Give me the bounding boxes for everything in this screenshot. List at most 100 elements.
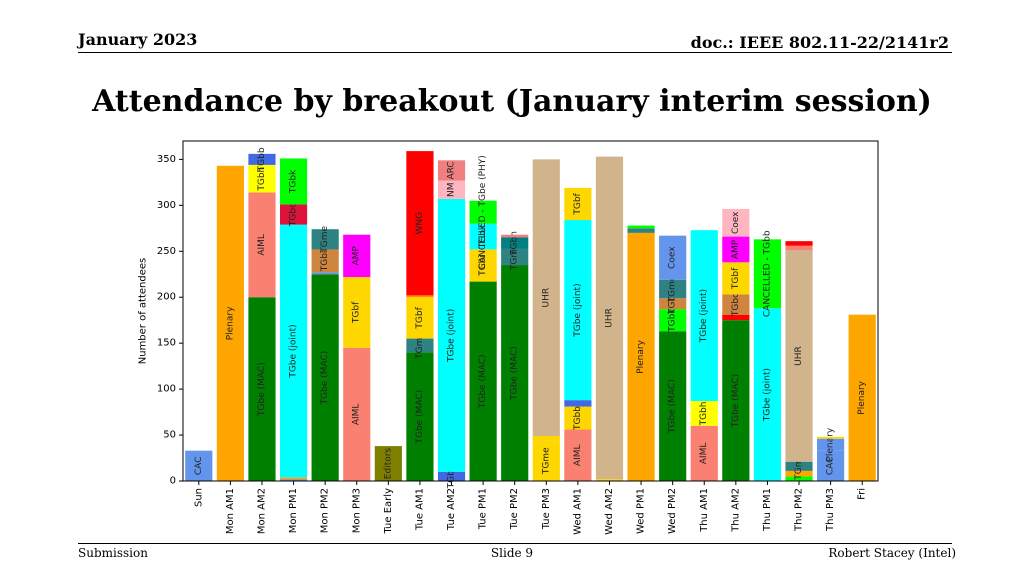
segment-label: AIML <box>352 404 362 426</box>
bar-segment <box>659 309 687 332</box>
segment-label: TGbc <box>289 203 299 227</box>
bar-segment <box>659 298 687 310</box>
segment-label: TGbh <box>257 167 267 192</box>
bar-segment <box>501 248 529 266</box>
segment-label: UHR <box>794 346 804 366</box>
segment-label: TGme <box>320 225 330 253</box>
x-tick-label: Thu PM3 <box>825 488 836 532</box>
segment-label: TGbe (joint) <box>289 324 299 378</box>
segment-label: Plenary <box>225 306 235 340</box>
y-axis-label: Number of attendees <box>138 258 149 365</box>
bar-segment <box>532 435 560 441</box>
segment-label: TGbi <box>668 293 678 315</box>
bar-segment <box>659 235 687 280</box>
y-tick-label: 150 <box>157 338 176 349</box>
segment-label: TGme <box>510 243 520 271</box>
bar-segment <box>406 297 434 339</box>
bar-segment <box>279 477 308 480</box>
segment-label: TGbe (MAC) <box>478 354 488 409</box>
x-tick-label: Tue AM1 <box>414 488 425 531</box>
bar-segment <box>753 239 782 309</box>
bar-segment <box>216 165 244 481</box>
bar-segment <box>785 470 813 477</box>
segment-label: CANCELLED - TGbe (PHY) <box>478 155 488 269</box>
bar-segment <box>785 461 813 471</box>
segment-label: TGme <box>794 452 804 480</box>
segment-label: UHR <box>541 288 551 308</box>
bar-segment <box>311 249 339 273</box>
x-tick-label: Tue AM2 <box>446 488 457 531</box>
segment-label: TGbk <box>478 224 488 249</box>
bar-segment <box>564 220 592 401</box>
bar-segment <box>311 229 339 250</box>
bar-segment <box>722 314 750 321</box>
segment-label: TGbh <box>699 402 709 427</box>
plot-frame <box>182 140 879 482</box>
bar-segment <box>817 436 845 439</box>
segment-label: TGbi <box>320 251 330 273</box>
bar-segment <box>659 331 687 481</box>
segment-label: ARC <box>447 161 457 179</box>
bar-segment <box>406 352 434 481</box>
segment-label: TGbc <box>731 293 741 317</box>
segment-label: Coex <box>668 246 678 269</box>
segment-label: TGbe (MAC) <box>731 374 741 429</box>
bar-segment <box>311 272 339 275</box>
segment-label: Editors <box>383 448 393 480</box>
bar-segment <box>437 180 466 199</box>
segment-label: Plenary <box>826 427 836 461</box>
bar-segment <box>437 471 466 481</box>
bar-segment <box>279 204 308 225</box>
segment-label: Plenary <box>857 380 867 414</box>
y-tick-label: 250 <box>157 246 176 257</box>
x-tick-label: Wed PM2 <box>667 488 678 534</box>
x-tick-label: Wed PM1 <box>636 488 647 534</box>
x-tick-label: Mon AM2 <box>256 488 267 534</box>
bar-segment <box>437 160 466 181</box>
bar-segment <box>469 200 497 224</box>
bar-segment <box>343 347 371 481</box>
segment-label: CAC <box>194 457 204 476</box>
bar-segment <box>722 209 750 237</box>
bar-segment <box>564 429 592 481</box>
segment-label: Plenary <box>636 339 646 373</box>
y-tick-label: 50 <box>163 430 176 441</box>
segment-label: TGbe (joint) <box>573 283 583 337</box>
y-tick-label: 200 <box>157 292 176 303</box>
segment-label: TGbf <box>573 192 583 215</box>
segment-label: AIML <box>257 234 267 256</box>
segment-label: TGbe (MAC) <box>510 346 520 401</box>
footer-rule <box>78 543 952 544</box>
bar-segment <box>374 446 402 481</box>
bar-segment <box>501 265 529 481</box>
bar-segment <box>564 406 592 430</box>
bar-segment <box>785 476 813 481</box>
segment-label: TGme <box>415 332 425 360</box>
bar-segment <box>248 192 276 298</box>
bar-segment <box>753 308 782 481</box>
segment-label: TGbe (joint) <box>699 289 709 343</box>
segment-label: AMP <box>731 239 741 259</box>
bar-segment <box>627 225 655 229</box>
bar-segment <box>279 479 308 481</box>
footer-slide-number: Slide 9 <box>490 546 534 560</box>
footer-author: Robert Stacey (Intel) <box>828 546 956 560</box>
bar-segment <box>564 187 592 221</box>
bar-segment <box>501 237 529 249</box>
segment-label: TGbf <box>352 301 362 324</box>
y-tick-label: 300 <box>157 200 176 211</box>
bar-segment <box>722 294 750 315</box>
segment-label: TGbe (MAC) <box>320 351 330 406</box>
segment-label: TGbk <box>289 169 299 194</box>
bar-segment <box>343 234 371 277</box>
bar-segment <box>690 401 718 426</box>
segment-label: TGbk <box>668 308 678 333</box>
segment-label: AIML <box>573 444 583 466</box>
bar-segment <box>848 314 876 481</box>
bar-segment <box>785 241 813 246</box>
bar-segment <box>785 250 813 462</box>
segment-label: NM <box>447 182 457 197</box>
bar-segment <box>627 228 655 233</box>
segment-label: TGbb <box>257 147 267 172</box>
